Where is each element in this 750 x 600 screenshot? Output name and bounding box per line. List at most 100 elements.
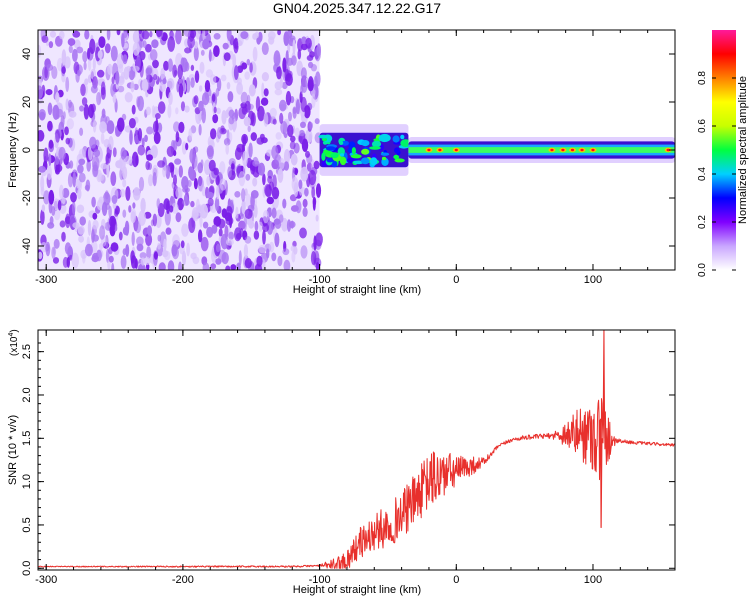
noise-speck	[315, 183, 322, 198]
noise-speck	[260, 97, 269, 106]
noise-speck	[220, 74, 227, 82]
noise-speck	[202, 221, 209, 229]
colorbar-tick-label: 0.0	[697, 263, 708, 277]
noise-speck	[192, 256, 200, 265]
noise-speck	[238, 171, 246, 187]
noise-speck	[97, 50, 103, 59]
noise-speck	[184, 105, 190, 113]
noise-speck	[140, 257, 146, 266]
snr-ticks: -300 -200 -100 0 100 0.0 0.5 1.0 1.5 2.0 2.5	[21, 330, 676, 586]
noise-speck	[173, 150, 177, 157]
band-blob	[337, 147, 345, 156]
x-tick-label: 0	[453, 574, 459, 586]
band-blob	[380, 152, 390, 156]
noise-speck	[137, 95, 145, 112]
band-blob	[338, 141, 344, 145]
noise-speck	[258, 244, 267, 254]
noise-speck	[225, 238, 234, 246]
noise-speck	[106, 120, 115, 134]
noise-speck	[201, 92, 210, 106]
noise-speck	[45, 241, 51, 257]
noise-speck	[145, 160, 150, 171]
noise-speck	[129, 129, 133, 145]
noise-speck	[100, 132, 105, 144]
noise-speck	[280, 121, 288, 135]
snr-series-line	[38, 330, 675, 569]
noise-speck	[61, 66, 66, 74]
y-tick-label: 20	[21, 96, 33, 108]
noise-speck	[252, 46, 258, 62]
noise-speck	[276, 66, 282, 80]
noise-speck	[107, 63, 113, 75]
band-hot-core	[427, 148, 431, 152]
band-blob	[330, 152, 339, 159]
noise-speck	[92, 119, 97, 133]
band-core	[408, 147, 675, 153]
noise-speck	[120, 255, 127, 269]
noise-speck	[139, 252, 147, 259]
noise-speck	[217, 218, 226, 229]
noise-speck	[103, 191, 111, 206]
noise-speck	[151, 39, 159, 49]
noise-speck	[210, 128, 217, 140]
noise-speck	[201, 107, 206, 124]
noise-speck	[300, 96, 307, 113]
band-blob	[393, 154, 400, 160]
noise-speck	[84, 243, 93, 257]
noise-speck	[131, 231, 135, 246]
noise-speck	[246, 58, 251, 66]
noise-speck	[258, 221, 263, 232]
noise-speck	[212, 113, 219, 124]
noise-speck	[55, 129, 60, 143]
noise-speck	[124, 92, 133, 103]
noise-speck	[170, 164, 174, 178]
noise-speck	[231, 163, 235, 170]
noise-speck	[84, 184, 90, 191]
noise-speck	[250, 112, 256, 127]
colorbar-tick-label: 0.2	[697, 215, 708, 229]
noise-speck	[106, 162, 110, 178]
noise-speck	[73, 39, 81, 49]
x-tick-label: -300	[35, 274, 57, 286]
noise-speck	[302, 207, 308, 218]
noise-speck	[227, 91, 234, 103]
noise-speck	[283, 259, 291, 270]
noise-speck	[128, 205, 132, 213]
noise-speck	[272, 174, 277, 190]
noise-speck	[111, 262, 115, 270]
noise-speck	[272, 118, 277, 125]
noise-speck	[64, 126, 69, 136]
noise-speck	[247, 125, 251, 133]
noise-speck	[83, 61, 87, 71]
noise-speck	[313, 75, 318, 91]
noise-speck	[48, 189, 55, 205]
noise-speck	[244, 236, 252, 244]
band-blob	[325, 146, 336, 151]
noise-speck	[193, 178, 198, 190]
noise-speck	[240, 91, 248, 105]
noise-speck	[175, 131, 180, 143]
noise-speck	[206, 191, 214, 199]
noise-speck	[290, 135, 296, 143]
noise-speck	[82, 51, 88, 63]
noise-speck	[43, 147, 49, 164]
noise-speck	[311, 93, 316, 108]
noise-speck	[100, 86, 106, 100]
noise-speck	[285, 73, 293, 86]
noise-speck	[152, 172, 157, 187]
band-blob	[392, 135, 400, 143]
y-tick-label: -20	[21, 190, 33, 206]
noise-speck	[117, 117, 125, 132]
noise-speck	[92, 212, 98, 220]
noise-speck	[283, 161, 290, 171]
noise-speck	[177, 197, 185, 211]
noise-speck	[105, 202, 110, 210]
noise-speck	[184, 61, 190, 72]
noise-speck	[198, 229, 203, 243]
noise-speck	[112, 94, 117, 104]
noise-speck	[301, 138, 309, 152]
noise-speck	[70, 192, 77, 203]
noise-speck	[218, 228, 223, 237]
y-tick-label: 1.5	[21, 431, 33, 446]
